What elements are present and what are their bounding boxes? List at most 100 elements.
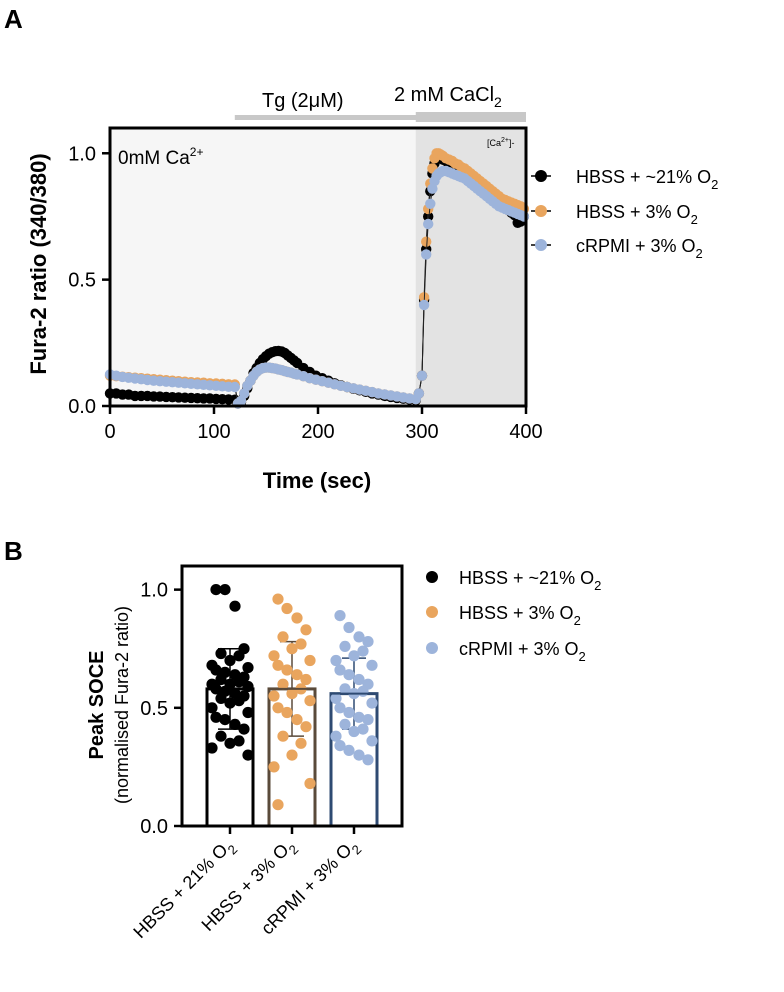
plot-b-axes: 0.0 0.5 1.0 <box>140 564 404 838</box>
legend-a-marker-3 <box>535 239 547 251</box>
legend-a: HBSS + ~21% O2 HBSS + 3% O2 cRPMI + 3% O… <box>531 167 718 261</box>
series-3-point <box>413 388 425 399</box>
data-point-3 <box>353 673 365 686</box>
data-point-2 <box>300 624 312 636</box>
ca-timeline-bar <box>415 112 526 122</box>
data-point-3 <box>366 697 378 709</box>
legend-b-marker-1 <box>426 571 438 583</box>
data-point-1 <box>242 662 254 674</box>
data-point-1 <box>233 695 245 707</box>
data-point-3 <box>343 706 355 719</box>
data-point-3 <box>334 610 346 622</box>
cacl2-label: 2 mM CaCl2 <box>394 84 502 110</box>
data-point-3 <box>362 754 374 766</box>
series-2-point <box>421 236 432 247</box>
data-point-1 <box>210 584 222 596</box>
data-point-1 <box>229 718 241 731</box>
data-point-3 <box>334 664 346 676</box>
data-point-1 <box>229 600 241 612</box>
data-point-1 <box>215 647 227 660</box>
data-point-2 <box>277 730 289 742</box>
data-point-3 <box>343 744 355 757</box>
data-point-1 <box>224 654 236 667</box>
data-point-3 <box>353 711 365 723</box>
data-point-2 <box>277 631 289 643</box>
series-3-point <box>518 211 530 222</box>
data-point-2 <box>304 777 316 790</box>
data-point-3 <box>357 723 369 735</box>
x-tick-label: 0 <box>104 421 115 443</box>
data-point-2 <box>286 749 298 761</box>
calcium-small-label: [Ca2+]- <box>487 137 515 148</box>
data-point-1 <box>238 723 250 735</box>
data-point-3 <box>339 718 351 731</box>
data-point-3 <box>334 702 346 714</box>
data-point-2 <box>286 688 298 700</box>
data-point-3 <box>362 636 374 648</box>
data-point-1 <box>215 692 227 705</box>
data-point-1 <box>215 730 227 742</box>
series-3-point <box>421 249 432 260</box>
data-point-3 <box>357 645 369 657</box>
data-point-2 <box>281 664 293 676</box>
x-axis-title: Time (sec) <box>263 468 371 493</box>
data-point-2 <box>300 673 312 686</box>
data-point-1 <box>233 676 245 688</box>
series-3-point <box>418 299 430 311</box>
series-3-point <box>229 381 240 393</box>
data-point-2 <box>286 643 298 655</box>
data-point-2 <box>281 706 293 719</box>
data-point-3 <box>353 631 365 643</box>
category-label-1: HBSS + 21% O2 <box>129 835 240 946</box>
x-tick-label: 300 <box>405 421 438 443</box>
data-point-3 <box>366 659 378 671</box>
data-point-2 <box>295 638 307 650</box>
plot-a-axes: 0 100 200 300 400 0.0 0.5 1.0 <box>68 143 543 443</box>
plot-a-series <box>104 148 530 409</box>
data-point-2 <box>291 714 303 726</box>
x-tick-label: 100 <box>197 421 230 443</box>
series-3-point <box>416 370 428 381</box>
data-point-1 <box>242 706 254 719</box>
data-point-2 <box>272 659 284 671</box>
data-point-2 <box>272 593 284 605</box>
y-tick-label: 1.0 <box>68 143 96 165</box>
data-point-2 <box>268 690 280 702</box>
y-axis-title: Fura-2 ratio (340/380) <box>26 153 51 374</box>
data-point-2 <box>268 761 280 773</box>
data-point-3 <box>366 735 378 747</box>
data-point-3 <box>348 650 360 662</box>
x-tick-label: 400 <box>509 421 542 443</box>
data-point-1 <box>206 702 218 714</box>
peak-soce-title: Peak SOCE <box>86 651 108 760</box>
bar-group-3 <box>329 610 379 828</box>
panel-a-label: A <box>4 4 23 34</box>
data-point-2 <box>272 799 284 811</box>
data-point-2 <box>268 650 280 662</box>
data-point-2 <box>272 702 284 714</box>
data-point-3 <box>339 683 351 695</box>
legend-a-label-2: HBSS + 3% O2 <box>576 202 698 227</box>
peak-soce-subtitle: (normalised Fura-2 ratio) <box>112 606 132 804</box>
data-point-1 <box>224 697 236 709</box>
legend-b-label-2: HBSS + 3% O2 <box>459 603 581 628</box>
data-point-1 <box>206 742 218 754</box>
data-point-2 <box>304 654 316 667</box>
data-point-3 <box>353 749 365 761</box>
tg-timeline-bar <box>234 115 527 120</box>
data-point-2 <box>304 695 316 707</box>
panel-b-label: B <box>4 536 23 566</box>
data-point-1 <box>219 714 231 726</box>
data-point-2 <box>300 721 312 733</box>
legend-b-marker-2 <box>426 606 438 618</box>
data-point-2 <box>281 602 293 615</box>
data-point-3 <box>330 730 342 742</box>
data-point-2 <box>277 678 289 690</box>
legend-b-marker-3 <box>426 642 438 654</box>
data-point-1 <box>210 711 222 723</box>
data-point-3 <box>348 725 360 738</box>
y-tick-label: 0.5 <box>68 270 96 292</box>
legend-b-label-1: HBSS + ~21% O2 <box>459 568 601 593</box>
data-point-3 <box>362 714 374 726</box>
